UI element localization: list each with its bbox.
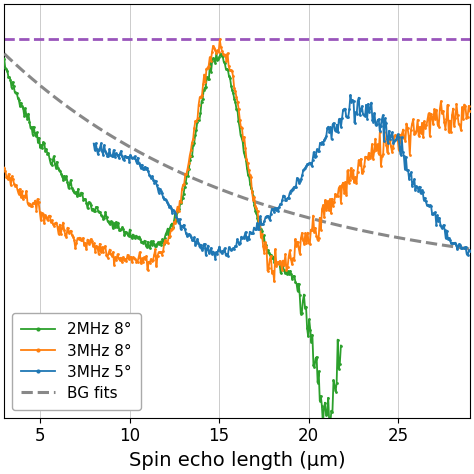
3MHz 5°: [347, 92, 353, 98]
2MHz 8°: [1, 56, 7, 62]
BG fits: [277, 207, 283, 212]
3MHz 8°: [232, 88, 238, 94]
X-axis label: Spin echo length (μm): Spin echo length (μm): [128, 451, 346, 470]
3MHz 5°: [91, 141, 97, 146]
2MHz 8°: [320, 421, 326, 427]
3MHz 8°: [449, 112, 455, 118]
2MHz 8°: [298, 311, 304, 317]
3MHz 5°: [256, 226, 262, 232]
Line: 3MHz 8°: 3MHz 8°: [3, 38, 471, 283]
Line: BG fits: BG fits: [4, 54, 470, 249]
2MHz 8°: [338, 343, 344, 348]
3MHz 8°: [272, 279, 277, 284]
BG fits: [279, 207, 284, 213]
3MHz 8°: [1, 165, 7, 171]
2MHz 8°: [279, 265, 284, 271]
2MHz 8°: [240, 139, 246, 145]
3MHz 5°: [137, 162, 143, 168]
BG fits: [423, 240, 429, 246]
2MHz 8°: [213, 51, 219, 56]
BG fits: [1, 51, 7, 56]
2MHz 8°: [175, 204, 181, 210]
3MHz 5°: [212, 256, 218, 262]
BG fits: [286, 210, 292, 215]
3MHz 8°: [387, 137, 392, 143]
BG fits: [394, 235, 400, 240]
2MHz 8°: [50, 157, 55, 163]
Legend: 2MHz 8°, 3MHz 8°, 3MHz 5°, BG fits: 2MHz 8°, 3MHz 8°, 3MHz 5°, BG fits: [12, 313, 141, 410]
3MHz 5°: [467, 248, 473, 254]
3MHz 5°: [448, 240, 454, 246]
Line: 3MHz 5°: 3MHz 5°: [92, 94, 471, 260]
3MHz 8°: [209, 49, 215, 55]
BG fits: [3, 52, 9, 58]
3MHz 8°: [17, 186, 23, 192]
3MHz 5°: [223, 252, 228, 258]
3MHz 8°: [467, 108, 473, 114]
Line: 2MHz 8°: 2MHz 8°: [3, 52, 342, 426]
3MHz 5°: [217, 244, 222, 249]
3MHz 5°: [203, 253, 209, 258]
BG fits: [467, 246, 473, 252]
2MHz 8°: [244, 165, 250, 171]
3MHz 8°: [157, 249, 163, 255]
3MHz 8°: [217, 36, 223, 42]
